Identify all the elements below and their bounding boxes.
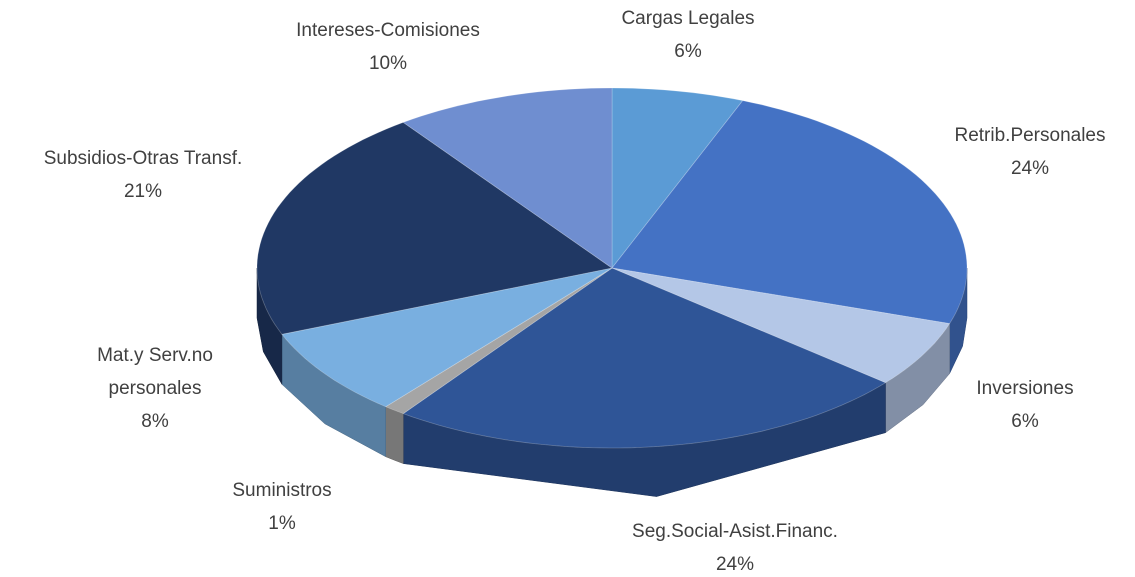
slice [256, 121, 613, 335]
slice-label: Intereses-Comisiones 10% [238, 14, 538, 80]
slice [402, 87, 613, 269]
value-label: 24% [1010, 158, 1050, 179]
category-label: Suministros [232, 480, 332, 501]
value-label: 6% [1011, 411, 1039, 432]
slice-label: Suministros 1% [152, 474, 412, 540]
slice [281, 267, 613, 408]
slice-label: Mat.y Serv.no personales 8% [65, 339, 245, 438]
slice-label: Inversiones 6% [875, 372, 1135, 438]
slice-label: Retrib.Personales 24% [880, 119, 1135, 185]
slice [611, 267, 951, 384]
slice-side [885, 322, 950, 434]
value-label: 1% [268, 513, 296, 534]
slice-label: Cargas Legales 6% [538, 2, 838, 68]
category-label: Mat.y Serv.no personales [97, 345, 213, 399]
category-label: Subsidios-Otras Transf. [43, 148, 243, 169]
category-label: Cargas Legales [621, 8, 755, 29]
slice [611, 100, 968, 325]
category-label: Seg.Social-Asist.Financ. [632, 521, 838, 542]
slice [402, 267, 887, 449]
slice [611, 87, 744, 270]
value-label: 24% [715, 554, 755, 575]
slice-side [385, 406, 404, 464]
category-label: Intereses-Comisiones [296, 20, 480, 41]
value-label: 6% [674, 41, 702, 62]
slice-label: Subsidios-Otras Transf. 21% [0, 142, 293, 208]
slice-label: Seg.Social-Asist.Financ. 24% [565, 515, 905, 577]
value-label: 10% [368, 53, 408, 74]
slice-side [949, 267, 968, 374]
category-label: Inversiones [976, 378, 1074, 399]
value-label: 8% [141, 411, 169, 432]
value-label: 21% [123, 181, 163, 202]
category-label: Retrib.Personales [954, 125, 1106, 146]
